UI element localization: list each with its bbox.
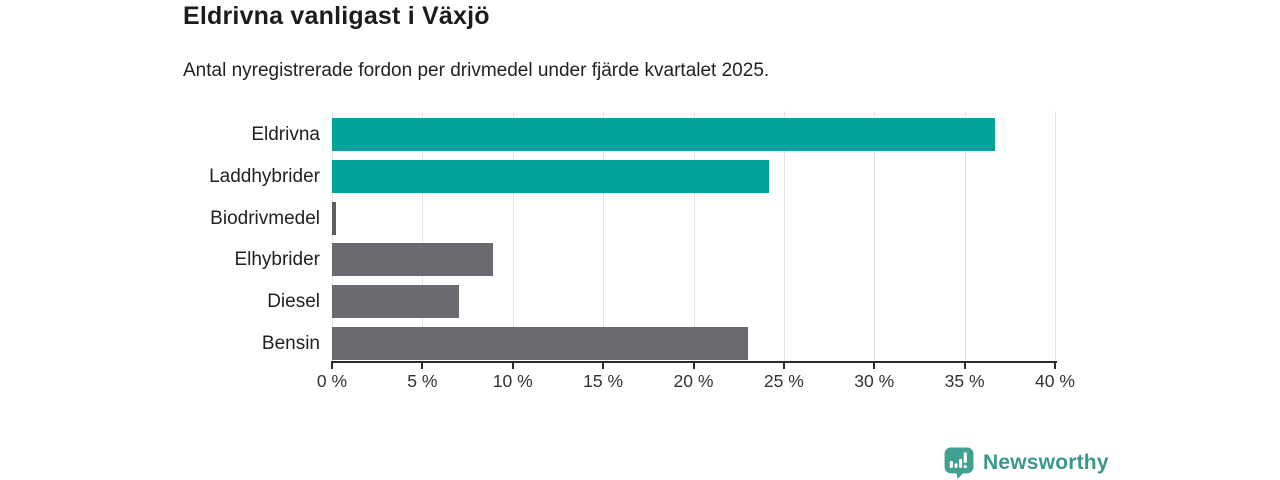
category-label-laddhybrider: Laddhybrider [209,165,320,187]
x-axis-line [331,361,1057,363]
gridline [603,111,605,362]
x-tick [873,363,876,369]
x-tick-label: 10 % [492,371,533,391]
gridline [1055,111,1056,362]
x-tick-label: 5 % [407,371,438,391]
gridline [332,111,333,362]
chart-subtitle: Antal nyregistrerade fordon per drivmede… [183,60,770,81]
brand-logo: Newsworthy [943,446,1109,479]
x-tick [1054,363,1056,369]
category-label-elhybrider: Elhybrider [234,249,320,271]
x-tick-label: 30 % [854,371,895,391]
bar-laddhybrider [332,159,770,193]
bar-bensin [332,327,748,360]
x-tick-label: 40 % [1035,371,1075,391]
x-tick [782,363,785,369]
brand-name: Newsworthy [983,450,1109,474]
x-tick-label: 35 % [944,371,985,391]
bar-elhybrider [332,243,493,277]
chart-title: Eldrivna vanligast i Växjö [183,2,490,30]
x-tick [421,363,424,369]
category-label-bensin: Bensin [261,333,320,354]
category-label-eldrivna: Eldrivna [251,124,320,145]
bar-diesel [332,285,459,319]
gridline [693,111,695,362]
bar-biodrivmedel [332,201,336,235]
x-tick-label: 25 % [763,371,804,391]
bar-eldrivna [332,118,996,151]
plot-area [332,111,1056,362]
x-tick [602,363,605,369]
category-label-diesel: Diesel [267,291,320,313]
gridline [783,111,785,362]
newsworthy-logo-icon [943,446,975,479]
gridline [512,111,514,362]
x-tick [331,363,333,369]
gridline [422,111,424,362]
x-tick [511,363,514,369]
x-tick-label: 0 % [316,371,348,391]
gridline [964,111,966,362]
gridline [874,111,876,362]
x-tick-label: 20 % [673,371,714,391]
x-tick-label: 15 % [583,371,624,391]
x-tick [692,363,695,369]
category-label-biodrivmedel: Biodrivmedel [210,207,320,229]
x-tick [963,363,966,369]
